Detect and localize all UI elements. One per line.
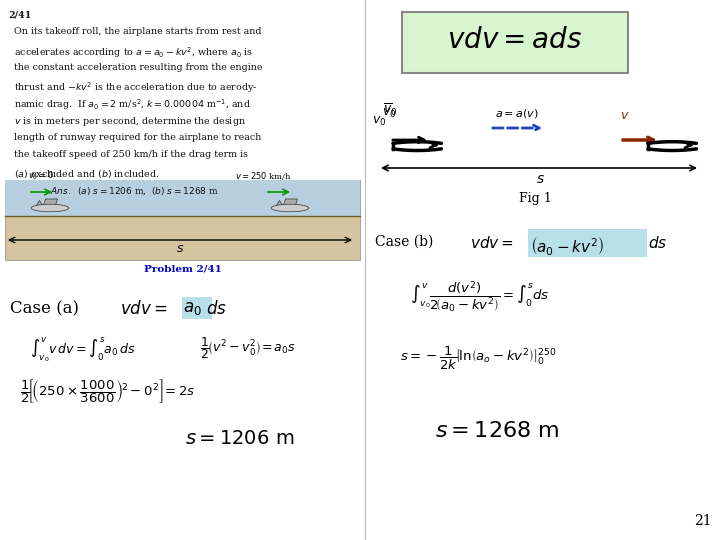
Text: $\dfrac{1}{2}\!\left(v^2 - v_0^2\right)\!= a_0 s$: $\dfrac{1}{2}\!\left(v^2 - v_0^2\right)\… (200, 335, 296, 361)
Text: Problem 2/41: Problem 2/41 (144, 265, 222, 274)
Text: the constant acceleration resulting from the engine: the constant acceleration resulting from… (8, 63, 263, 71)
Text: $v$: $v$ (620, 109, 630, 122)
Text: $s = -\dfrac{1}{2k}\!\left[\ln\!\left(a_o - kv^2\right)\right]_0^{250}$: $s = -\dfrac{1}{2k}\!\left[\ln\!\left(a_… (400, 345, 557, 372)
Polygon shape (282, 199, 297, 208)
FancyBboxPatch shape (182, 297, 212, 319)
Text: thrust and $-kv^2$ is the acceleration due to aerody-: thrust and $-kv^2$ is the acceleration d… (8, 80, 258, 94)
Text: $s$: $s$ (536, 172, 544, 186)
Ellipse shape (31, 204, 68, 212)
Text: 2/41: 2/41 (8, 10, 32, 19)
FancyBboxPatch shape (402, 12, 628, 73)
Text: $\int_{v_0}^{v} \dfrac{d(v^2)}{2\!\left(a_0 - kv^2\right)} = \int_{0}^{s} ds$: $\int_{v_0}^{v} \dfrac{d(v^2)}{2\!\left(… (410, 280, 549, 315)
Text: $a=a(v)$: $a=a(v)$ (495, 107, 539, 120)
Text: $ds$: $ds$ (648, 235, 667, 251)
Text: $\overline{v}_0$: $\overline{v}_0$ (383, 102, 397, 118)
Text: Case (a): Case (a) (10, 300, 79, 317)
Polygon shape (275, 200, 284, 208)
Text: $ds$: $ds$ (206, 300, 227, 318)
Text: length of runway required for the airplane to reach: length of runway required for the airpla… (8, 132, 261, 141)
Polygon shape (35, 200, 44, 208)
Text: $\int_{v_0}^{v} v\,dv = \int_{0}^{s} a_0\,ds$: $\int_{v_0}^{v} v\,dv = \int_{0}^{s} a_0… (30, 335, 135, 363)
Text: accelerates according to $a = a_0 - kv^2$, where $a_0$ is: accelerates according to $a = a_0 - kv^2… (8, 45, 253, 59)
Text: $\it{Ans.}$  $(a)$ $s = 1206$ m,  $(b)$ $s = 1268$ m: $\it{Ans.}$ $(a)$ $s = 1206$ m, $(b)$ $s… (50, 185, 219, 197)
Text: $(a)$ excluded and $(b)$ included.: $(a)$ excluded and $(b)$ included. (8, 167, 159, 179)
Text: On its takeoff roll, the airplane starts from rest and: On its takeoff roll, the airplane starts… (8, 28, 261, 37)
Text: $\left(a_0 - kv^2\right)$: $\left(a_0 - kv^2\right)$ (530, 235, 604, 257)
Text: $\dfrac{1}{2}\!\left[\!\left(250\times\dfrac{1000}{3600}\right)^{\!2} - 0^2\righ: $\dfrac{1}{2}\!\left[\!\left(250\times\d… (20, 377, 195, 405)
Text: $a_0$: $a_0$ (183, 300, 202, 317)
Text: $s = 1206\ \mathrm{m}$: $s = 1206\ \mathrm{m}$ (185, 430, 294, 448)
Text: $vdv = $: $vdv = $ (120, 300, 168, 318)
Text: $v_0$: $v_0$ (372, 115, 386, 128)
Text: the takeoff speed of 250 km/h if the drag term is: the takeoff speed of 250 km/h if the dra… (8, 150, 248, 159)
Text: $v = 250$ km/h: $v = 250$ km/h (235, 170, 292, 182)
Text: 21: 21 (694, 514, 712, 528)
Text: Fig 1: Fig 1 (518, 192, 552, 205)
Text: $s$: $s$ (176, 242, 184, 255)
Text: $vdv = $: $vdv = $ (470, 235, 514, 251)
Text: Case (b): Case (b) (375, 235, 433, 249)
FancyBboxPatch shape (528, 229, 647, 257)
FancyBboxPatch shape (5, 180, 360, 216)
Text: $v$ is in meters per second, determine the design: $v$ is in meters per second, determine t… (8, 115, 246, 128)
Text: $v_0$: $v_0$ (382, 107, 397, 120)
Polygon shape (42, 199, 58, 208)
Text: $s = 1268\ \mathrm{m}$: $s = 1268\ \mathrm{m}$ (435, 420, 559, 442)
FancyBboxPatch shape (5, 180, 360, 260)
Ellipse shape (271, 204, 309, 212)
Text: $vdv = ads$: $vdv = ads$ (448, 27, 582, 54)
Text: namic drag.  If $a_0 = 2$ m/s$^2$, $k = 0.00004$ m$^{-1}$, and: namic drag. If $a_0 = 2$ m/s$^2$, $k = 0… (8, 98, 251, 112)
Text: $v_0 = 0$: $v_0 = 0$ (28, 170, 54, 182)
